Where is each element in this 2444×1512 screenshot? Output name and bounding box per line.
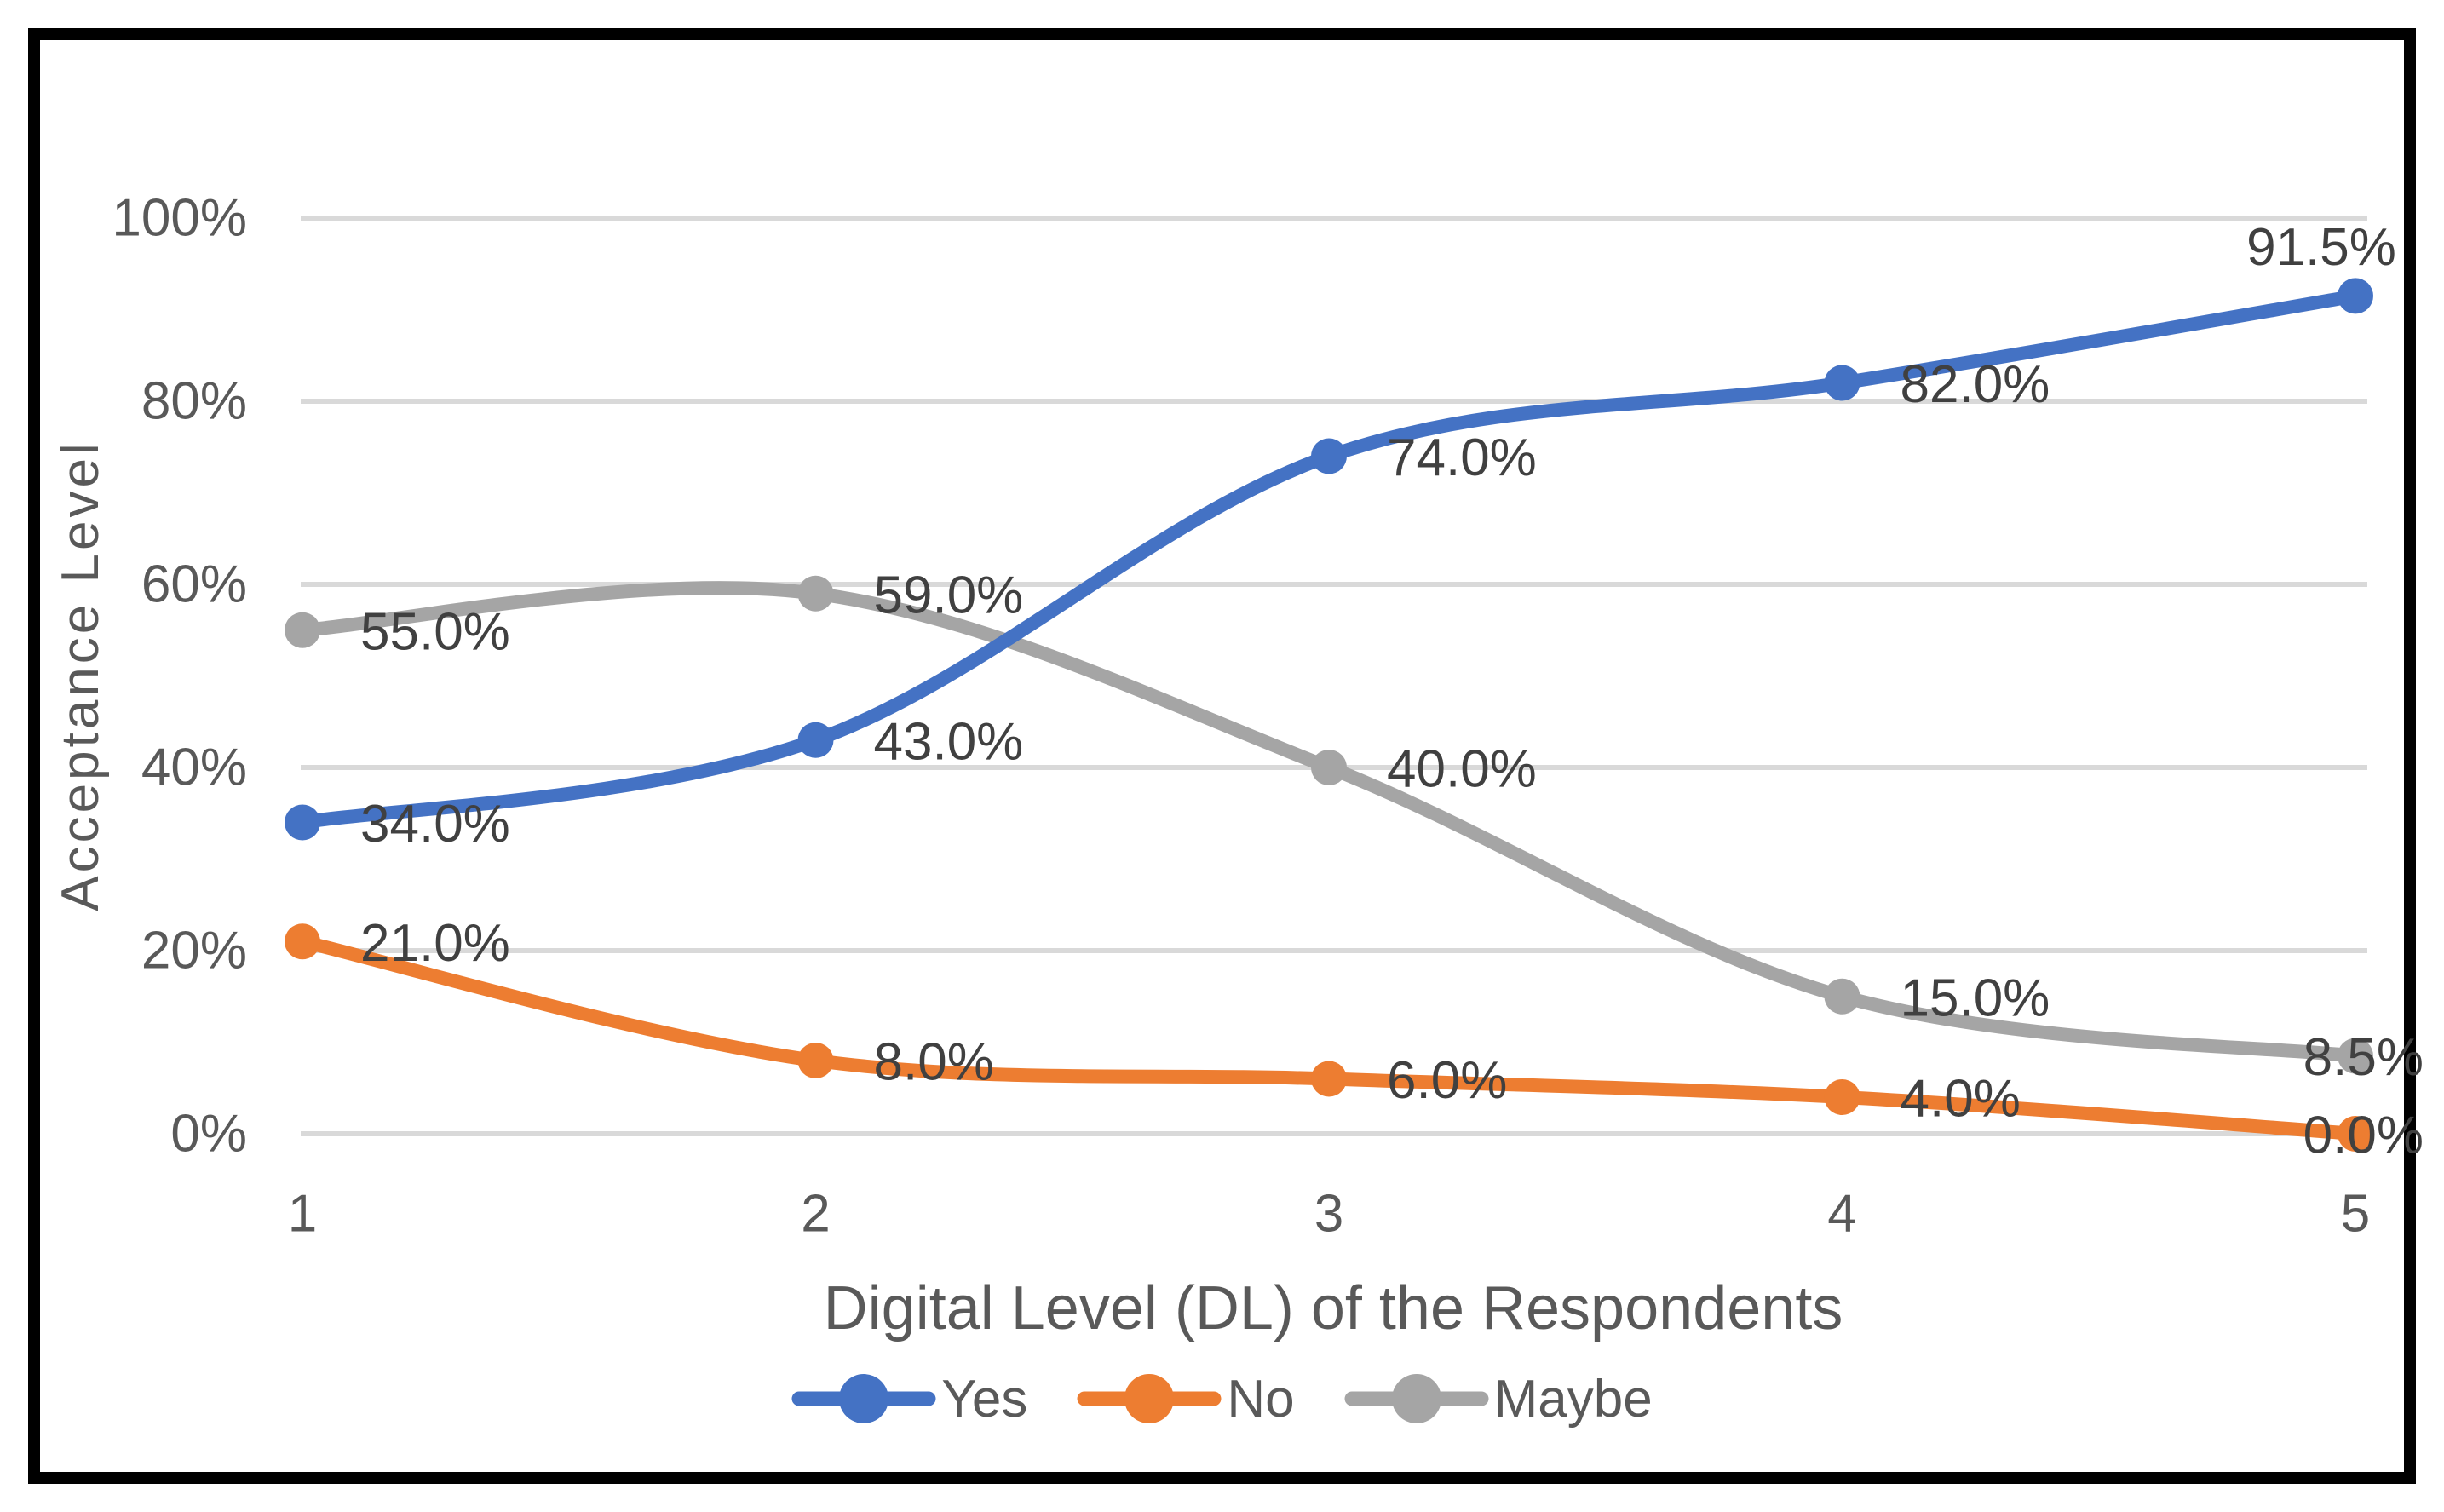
y-tick-label: 20% <box>141 922 247 980</box>
legend-item-maybe: Maybe <box>1344 1367 1653 1430</box>
data-label: 15.0% <box>1901 969 2050 1027</box>
data-label: 4.0% <box>1901 1070 2021 1129</box>
y-tick-label: 0% <box>170 1105 247 1164</box>
data-label: 40.0% <box>1387 740 1537 799</box>
data-label: 74.0% <box>1387 428 1537 487</box>
x-tick-label: 5 <box>2341 1185 2370 1244</box>
data-label: 55.0% <box>360 602 510 661</box>
data-point-marker-yes <box>1311 438 1347 474</box>
data-point-marker-maybe <box>1311 750 1347 785</box>
data-point-marker-maybe <box>797 575 834 612</box>
data-label: 8.0% <box>874 1033 994 1092</box>
data-point-marker-no <box>285 923 320 960</box>
data-point-marker-no <box>1311 1061 1347 1097</box>
x-axis-title: Digital Level (DL) of the Respondents <box>823 1274 1843 1342</box>
legend: Yes No Maybe <box>0 1360 2444 1437</box>
legend-item-no: No <box>1077 1367 1295 1430</box>
data-point-marker-maybe <box>285 612 320 648</box>
x-tick-label: 2 <box>801 1185 830 1244</box>
legend-label: No <box>1227 1369 1295 1429</box>
data-point-marker-yes <box>2338 278 2373 314</box>
data-point-marker-yes <box>1824 365 1860 401</box>
legend-marker-maybe <box>1344 1374 1489 1423</box>
data-label: 43.0% <box>874 712 1024 771</box>
data-label: 59.0% <box>874 566 1024 624</box>
chart-border <box>28 28 2416 1484</box>
data-point-marker-yes <box>797 722 834 758</box>
data-label: 8.5% <box>2303 1028 2424 1087</box>
data-point-marker-no <box>2338 1116 2373 1152</box>
y-axis-title: Acceptance Level <box>51 440 110 911</box>
x-tick-label: 4 <box>1827 1185 1856 1244</box>
legend-label: Yes <box>941 1369 1028 1429</box>
x-tick-label: 1 <box>288 1185 317 1244</box>
legend-marker-no <box>1077 1374 1222 1423</box>
legend-item-yes: Yes <box>791 1367 1027 1430</box>
y-tick-label: 80% <box>141 372 247 431</box>
legend-marker-yes <box>791 1374 936 1423</box>
y-tick-label: 100% <box>112 189 247 248</box>
data-point-marker-yes <box>285 804 320 841</box>
data-point-marker-maybe <box>1824 978 1860 1015</box>
x-tick-label: 3 <box>1314 1185 1343 1244</box>
data-point-marker-no <box>1824 1079 1860 1115</box>
y-tick-label: 60% <box>141 555 247 614</box>
data-label: 82.0% <box>1901 355 2050 414</box>
data-label: 21.0% <box>360 914 510 973</box>
data-label: 34.0% <box>360 795 510 854</box>
data-label: 91.5% <box>2246 218 2396 277</box>
data-point-marker-no <box>797 1043 834 1078</box>
legend-label: Maybe <box>1493 1369 1653 1429</box>
data-label: 0.0% <box>2303 1107 2424 1165</box>
y-tick-label: 40% <box>141 739 247 797</box>
data-label: 6.0% <box>1387 1051 1507 1110</box>
data-point-marker-maybe <box>2338 1038 2373 1074</box>
